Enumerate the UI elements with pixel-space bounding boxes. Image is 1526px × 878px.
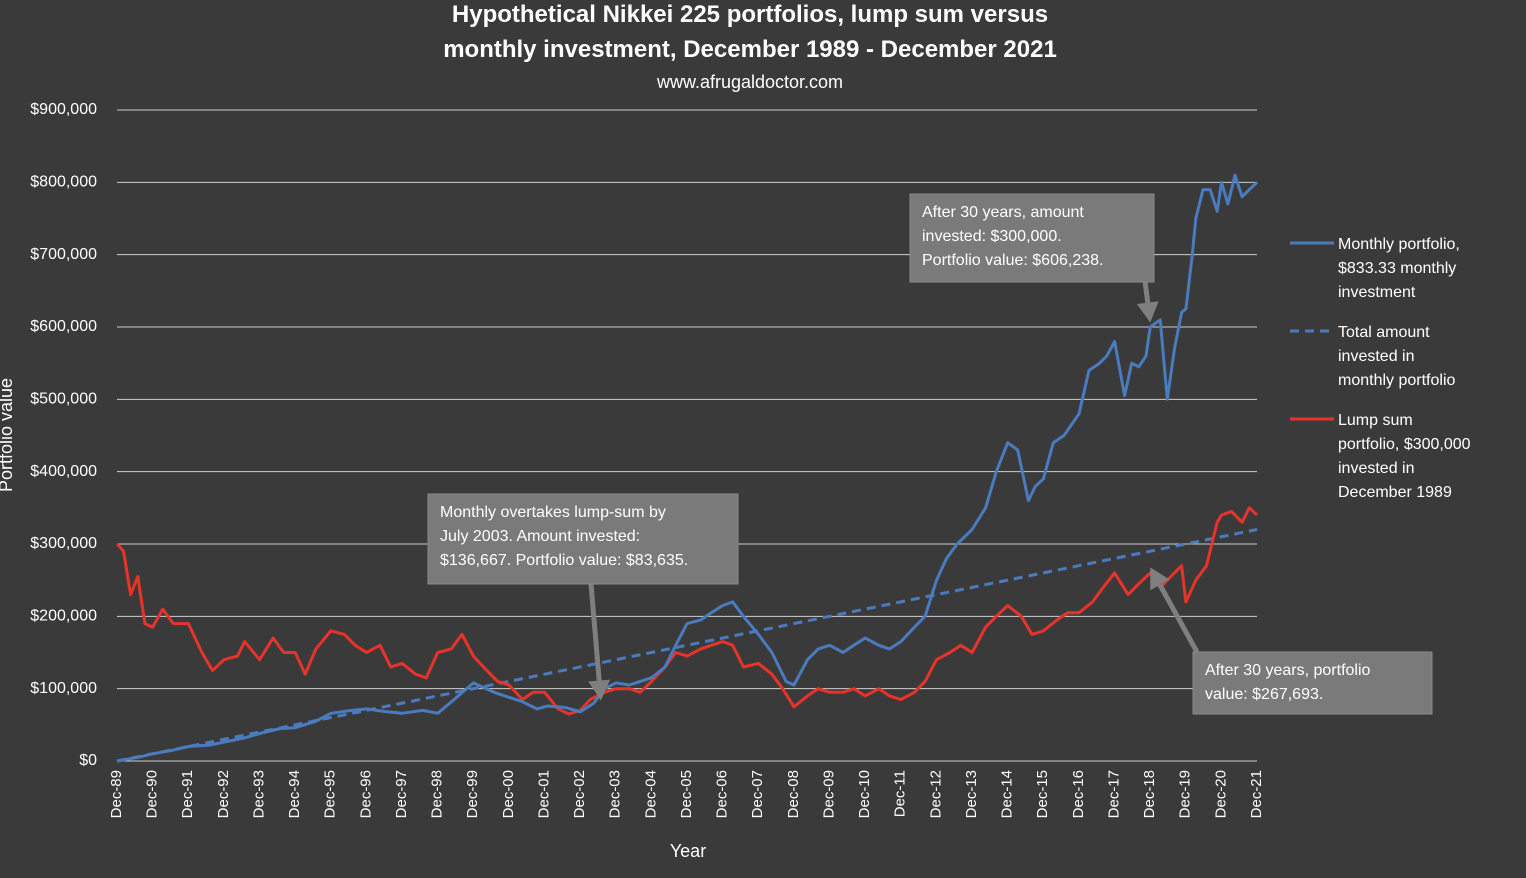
- legend-item-0: Monthly portfolio, $833.33 monthly investm…: [1290, 236, 1460, 301]
- legend-label: invested in: [1338, 460, 1415, 477]
- series-line-2: [115, 506, 1259, 716]
- legend: Monthly portfolio, $833.33 monthly investm…: [1290, 236, 1471, 501]
- x-tick-label: Dec-90: [144, 770, 161, 818]
- x-axis-ticks: Dec-89 Dec-90 Dec-91 Dec-92 Dec-93 Dec-94 Dec-…: [108, 770, 1265, 818]
- x-tick-label: Dec-09: [820, 770, 837, 818]
- x-tick-label: Dec-95: [322, 770, 339, 818]
- y-tick-label: $400,000: [30, 463, 97, 480]
- chart-title-line-2: monthly investment, December 1989 - Dece…: [443, 36, 1057, 63]
- annotation-box: [1192, 651, 1433, 715]
- gridlines: [117, 109, 1257, 762]
- annotation-text: After 30 years, amount: [922, 204, 1084, 221]
- legend-label: Total amount: [1338, 324, 1430, 341]
- legend-label: Lump sum: [1338, 412, 1413, 429]
- x-tick-label: Dec-18: [1141, 770, 1158, 818]
- annotations: After 30 years, amount invested: $300,000…: [427, 193, 1433, 715]
- legend-label: Monthly portfolio,: [1338, 236, 1460, 253]
- x-tick-label: Dec-20: [1212, 770, 1229, 818]
- chart-title-line-1: Hypothetical Nikkei 225 portfolios, lump…: [452, 1, 1048, 28]
- y-tick-label: $600,000: [30, 318, 97, 335]
- annotation-2: After 30 years, portfolio value: $267,693…: [1150, 567, 1433, 715]
- annotation-box: [427, 493, 739, 585]
- x-axis-label: Year: [670, 841, 706, 861]
- annotation-0: After 30 years, amount invested: $300,000…: [909, 193, 1159, 323]
- y-tick-label: $700,000: [30, 246, 97, 263]
- y-tick-label: $200,000: [30, 608, 97, 625]
- x-tick-label: Dec-15: [1034, 770, 1051, 818]
- annotation-box: [909, 193, 1155, 283]
- x-tick-label: Dec-21: [1248, 770, 1265, 818]
- y-tick-label: $800,000: [30, 174, 97, 191]
- legend-label: $833.33 monthly: [1338, 260, 1456, 277]
- x-tick-label: Dec-93: [250, 770, 267, 818]
- annotation-text: Portfolio value: $606,238.: [922, 252, 1103, 269]
- annotation-arrowhead: [588, 679, 611, 701]
- legend-label: investment: [1338, 284, 1416, 301]
- x-tick-label: Dec-17: [1105, 770, 1122, 818]
- x-tick-label: Dec-00: [500, 770, 517, 818]
- x-tick-label: Dec-98: [429, 770, 446, 818]
- x-tick-label: Dec-06: [714, 770, 731, 818]
- x-tick-label: Dec-12: [927, 770, 944, 818]
- legend-item-2: Lump sum portfolio, $300,000 invested in De…: [1290, 412, 1471, 501]
- x-tick-label: Dec-03: [607, 770, 624, 818]
- x-tick-label: Dec-92: [215, 770, 232, 818]
- annotation-arrow: [1142, 280, 1151, 303]
- x-tick-label: Dec-91: [179, 770, 196, 818]
- y-axis-ticks: $0 $100,000 $200,000 $300,000 $400,000 $500,0…: [30, 101, 97, 769]
- annotation-arrowhead: [1136, 301, 1159, 323]
- y-tick-label: $0: [79, 752, 97, 769]
- y-tick-label: $900,000: [30, 101, 97, 118]
- x-tick-label: Dec-89: [108, 770, 125, 818]
- annotation-text: $136,667. Portfolio value: $83,635.: [440, 552, 688, 569]
- x-tick-label: Dec-02: [571, 770, 588, 818]
- x-tick-label: Dec-19: [1177, 770, 1194, 818]
- annotation-text: Monthly overtakes lump-sum by: [440, 504, 666, 521]
- y-axis-label: Portfolio value: [0, 378, 16, 492]
- x-tick-label: Dec-11: [892, 770, 909, 817]
- y-tick-label: $100,000: [30, 680, 97, 697]
- annotation-1: Monthly overtakes lump-sum by July 2003. …: [427, 493, 739, 701]
- x-tick-label: Dec-01: [535, 770, 552, 818]
- x-tick-label: Dec-99: [464, 770, 481, 818]
- chart-titles: Hypothetical Nikkei 225 portfolios, lump…: [443, 1, 1057, 92]
- x-tick-label: Dec-08: [785, 770, 802, 818]
- y-tick-label: $500,000: [30, 391, 97, 408]
- legend-label: December 1989: [1338, 484, 1452, 501]
- legend-label: invested in: [1338, 348, 1415, 365]
- y-tick-label: $300,000: [30, 535, 97, 552]
- x-tick-label: Dec-16: [1070, 770, 1087, 818]
- series-line-0: [116, 173, 1259, 763]
- annotation-arrow: [1157, 583, 1200, 654]
- annotation-text: July 2003. Amount invested:: [440, 528, 640, 545]
- series-lines: [115, 173, 1259, 763]
- legend-label: monthly portfolio: [1338, 372, 1455, 389]
- x-tick-label: Dec-07: [749, 770, 766, 818]
- annotation-arrow: [588, 583, 602, 681]
- annotation-text: invested: $300,000.: [922, 228, 1062, 245]
- x-tick-label: Dec-14: [999, 770, 1016, 818]
- annotation-text: value: $267,693.: [1205, 686, 1323, 703]
- x-tick-label: Dec-04: [642, 770, 659, 818]
- chart-subtitle: www.afrugaldoctor.com: [656, 72, 843, 92]
- legend-label: portfolio, $300,000: [1338, 436, 1471, 453]
- x-tick-label: Dec-94: [286, 770, 303, 818]
- x-tick-label: Dec-97: [393, 770, 410, 818]
- x-tick-label: Dec-13: [963, 770, 980, 818]
- x-tick-label: Dec-10: [856, 770, 873, 818]
- annotation-text: After 30 years, portfolio: [1205, 662, 1371, 679]
- x-tick-label: Dec-96: [357, 770, 374, 818]
- x-tick-label: Dec-05: [678, 770, 695, 818]
- annotation-arrowhead: [1150, 567, 1170, 591]
- legend-item-1: Total amount invested in monthly portfolio: [1290, 324, 1455, 389]
